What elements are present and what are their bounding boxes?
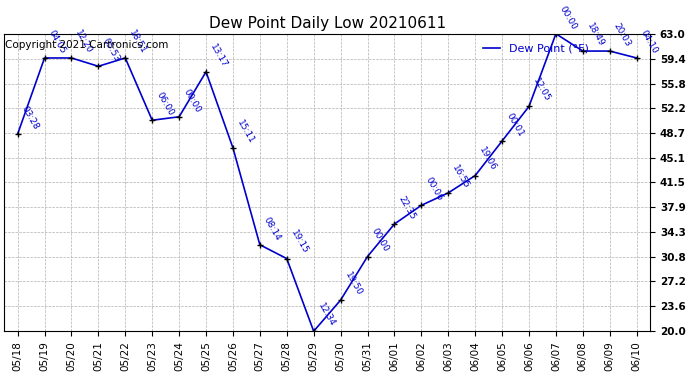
Text: 13:17: 13:17 — [208, 42, 229, 69]
Text: 20:03: 20:03 — [612, 21, 633, 48]
Text: 19:06: 19:06 — [477, 146, 498, 173]
Text: 12:05: 12:05 — [531, 77, 552, 104]
Text: 00:00: 00:00 — [558, 4, 579, 31]
Text: 22:35: 22:35 — [397, 195, 417, 221]
Legend: Dew Point (°F): Dew Point (°F) — [479, 39, 593, 58]
Text: 04:05: 04:05 — [47, 28, 68, 55]
Text: 04:10: 04:10 — [639, 28, 660, 55]
Text: 16:55: 16:55 — [451, 163, 471, 190]
Text: 19:50: 19:50 — [343, 270, 364, 297]
Text: 19:15: 19:15 — [289, 229, 310, 256]
Text: 00:00: 00:00 — [181, 87, 202, 114]
Text: 05:53: 05:53 — [101, 37, 121, 63]
Text: 06:00: 06:00 — [155, 90, 175, 117]
Text: 18:51: 18:51 — [128, 28, 148, 55]
Text: 00:06: 00:06 — [424, 176, 444, 202]
Text: 03:28: 03:28 — [20, 105, 41, 131]
Text: 12:34: 12:34 — [316, 302, 337, 328]
Text: 12:20: 12:20 — [74, 28, 95, 55]
Text: 15:11: 15:11 — [235, 118, 256, 145]
Text: 00:00: 00:00 — [370, 227, 391, 254]
Text: 08:14: 08:14 — [262, 215, 283, 242]
Text: 00:01: 00:01 — [504, 111, 525, 138]
Text: 18:49: 18:49 — [585, 21, 606, 48]
Title: Dew Point Daily Low 20210611: Dew Point Daily Low 20210611 — [208, 16, 446, 31]
Text: Copyright 2021 Cartronics.com: Copyright 2021 Cartronics.com — [5, 40, 168, 50]
